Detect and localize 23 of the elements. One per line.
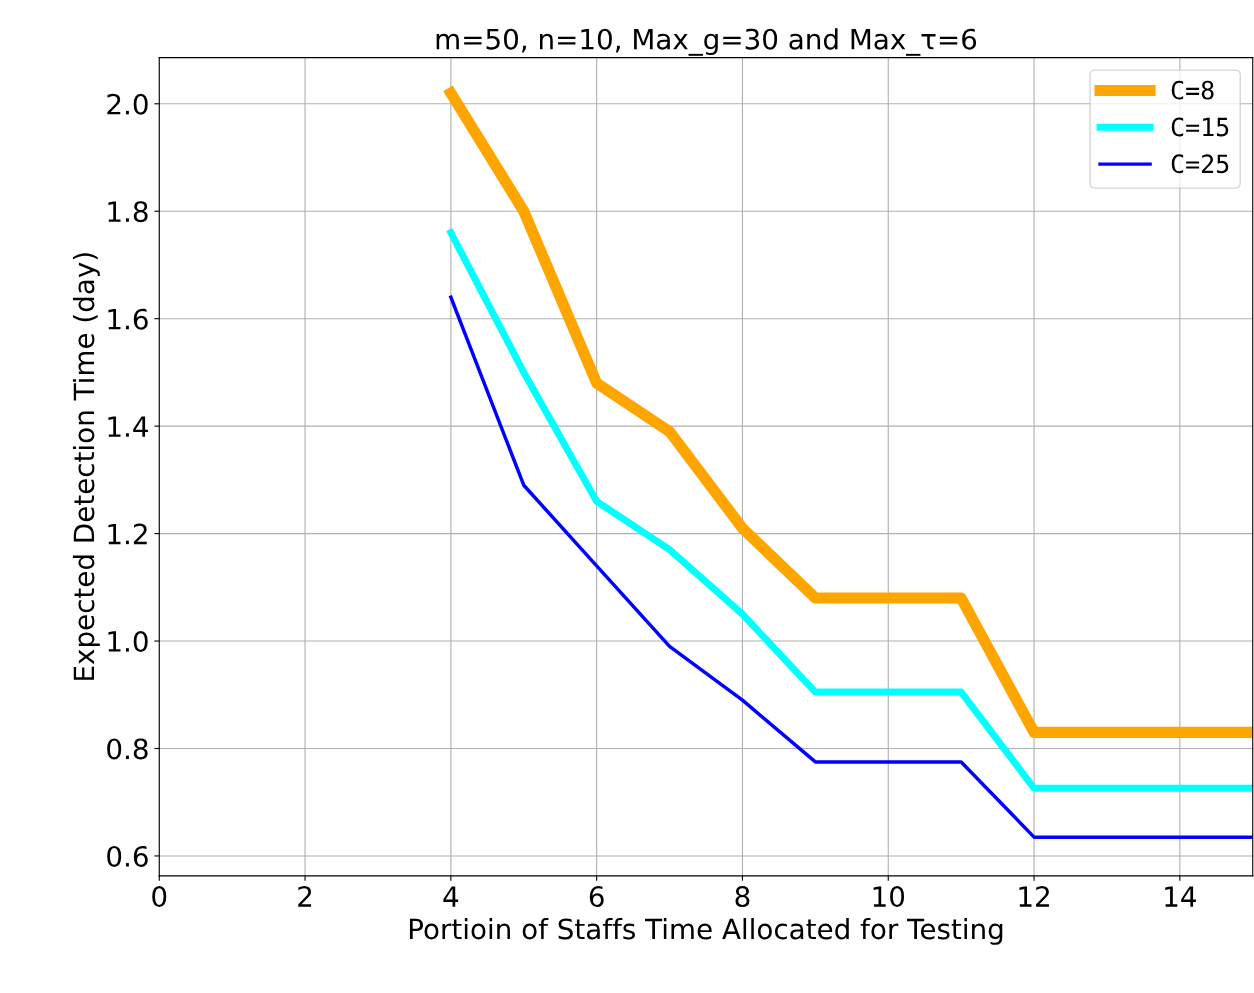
y-tick-label: 1.0 [108,630,148,652]
y-tick-label: 0.8 [107,738,148,760]
line-series [449,295,1253,839]
y-tick-label: 1.6 [108,308,148,330]
x-tick-label: 0 [152,886,167,908]
legend-label: C=15 [1171,117,1229,137]
y-axis-title: Expected Detection Time (day) [72,253,100,680]
chart-title: m=50, n=10, Max_g=30 and Max_τ=6 [436,28,977,56]
y-tick-label: 1.2 [108,523,147,545]
y-tick-label: 0.6 [107,845,148,867]
x-tick-label: 6 [589,886,604,908]
legend-label: C=25 [1171,154,1229,174]
x-axis-title: Portioin of Staffs Time Allocated for Testing [409,917,1003,945]
x-tick-label: 10 [873,886,905,908]
x-tick-label: 14 [1165,886,1196,907]
y-tick-label: 2.0 [107,93,148,115]
x-tick-label: 4 [443,886,459,907]
legend-label: C=8 [1171,80,1214,100]
y-tick-label: 1.4 [108,416,148,437]
x-tick-label: 12 [1019,886,1049,907]
x-tick-label: 8 [735,886,750,908]
x-tick-label: 2 [298,886,312,907]
y-tick-label: 1.8 [108,201,148,223]
